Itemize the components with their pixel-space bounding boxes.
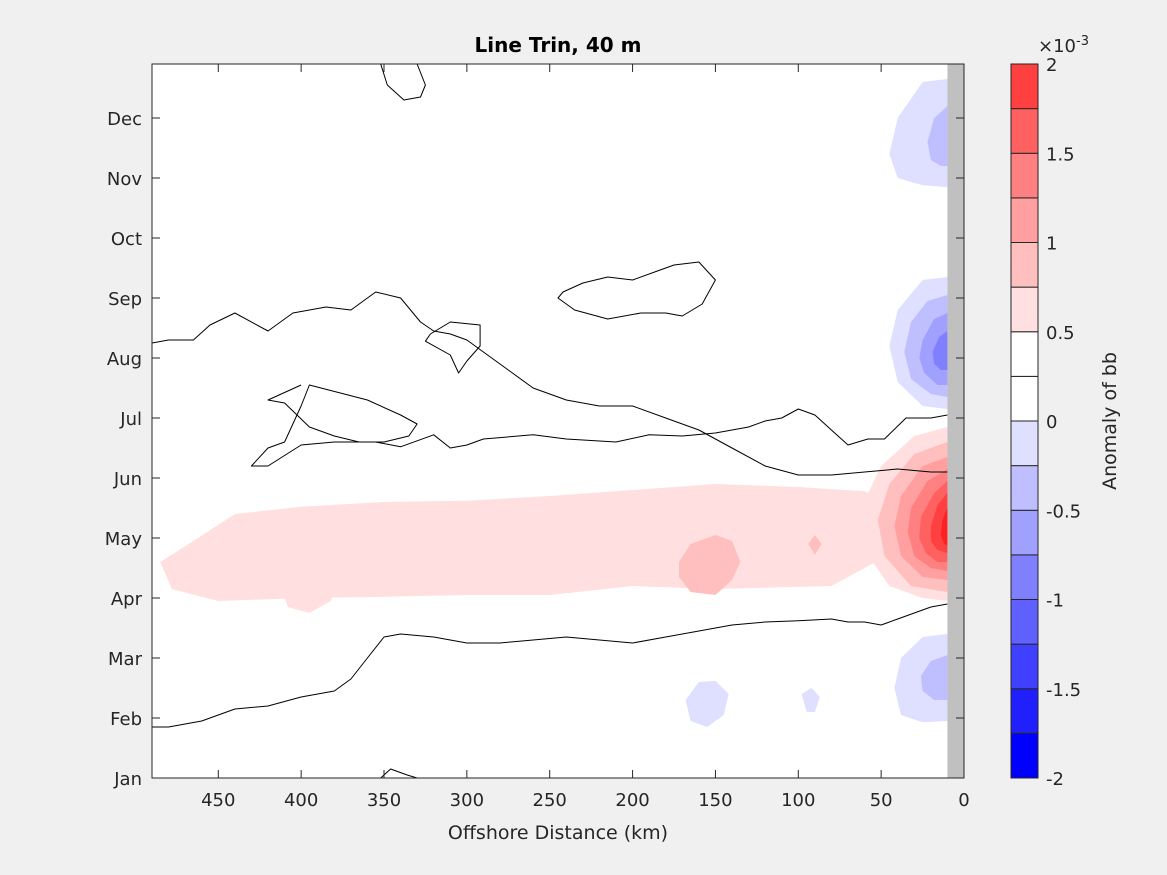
contour-fill-region <box>940 508 948 546</box>
colorbar-segment <box>1010 554 1039 600</box>
x-tick-label: 400 <box>284 790 318 811</box>
contour-fill-region <box>284 577 335 613</box>
colorbar-ticks: 2 1.5 1 0.5 0 -0.5 -1 -1.5 -2 <box>1046 55 1081 790</box>
contour-fill-region <box>808 535 822 555</box>
x-tick-label: 150 <box>698 790 732 811</box>
zero-contour-line <box>424 321 481 374</box>
y-tick-label: Sep <box>108 289 142 310</box>
contour-fill-region <box>685 680 729 727</box>
contour-fill-region <box>927 106 948 166</box>
colorbar-segment <box>1010 465 1039 511</box>
y-tick-label: Jun <box>113 469 142 490</box>
colorbar-segment <box>1010 331 1039 377</box>
colorbar <box>1010 63 1039 779</box>
zero-contour-line <box>557 261 716 320</box>
x-tick-label: 450 <box>201 790 235 811</box>
colorbar-tick-label: -2 <box>1046 769 1064 790</box>
y-tick-label: Apr <box>111 589 143 610</box>
zero-contour-line <box>250 384 418 467</box>
colorbar-segment <box>1010 375 1039 422</box>
contour-fill-region <box>932 331 948 370</box>
y-tick-label: May <box>105 529 143 550</box>
colorbar-tick-label: 0.5 <box>1046 323 1075 344</box>
y-tick-label: Jul <box>119 409 142 430</box>
colorbar-tick-label: -0.5 <box>1046 501 1081 522</box>
zero-contour-line <box>152 603 948 728</box>
x-tick-label: 300 <box>450 790 484 811</box>
colorbar-tick-label: -1 <box>1046 591 1064 612</box>
contour-fill-region <box>920 655 948 700</box>
plot-area <box>152 64 964 778</box>
colorbar-segment <box>1010 420 1039 467</box>
colorbar-tick-label: 1 <box>1046 234 1057 255</box>
y-tick-label: Mar <box>108 649 143 670</box>
y-tick-label: Dec <box>107 109 142 130</box>
colorbar-exponent: ×10-3 <box>1038 34 1089 57</box>
zero-contour-line <box>380 768 418 778</box>
y-tick-label: Nov <box>107 169 142 190</box>
y-tick-label: Oct <box>111 229 142 250</box>
x-tick-label: 0 <box>958 790 969 811</box>
colorbar-segment <box>1010 599 1039 645</box>
plot-frame <box>151 63 965 779</box>
colorbar-tick-label: -1.5 <box>1046 680 1081 701</box>
x-tick-label: 100 <box>781 790 815 811</box>
zero-contour-line <box>380 64 426 101</box>
x-tick-label: 200 <box>615 790 649 811</box>
contour-fill-region <box>801 688 820 712</box>
colorbar-segment <box>1010 242 1039 288</box>
zero-contour-line <box>152 291 948 476</box>
colorbar-label: Anomaly of bb <box>1099 352 1121 490</box>
colorbar-segment <box>1010 63 1039 110</box>
y-axis-ticks: Jan Feb Mar Apr May Jun Jul Aug Sep Oct Nov Dec <box>105 109 964 790</box>
colorbar-segment <box>1010 286 1039 333</box>
x-axis-label: Offshore Distance (km) <box>448 822 668 844</box>
contour-fill-region <box>894 634 948 723</box>
colorbar-segment <box>1010 643 1039 690</box>
y-tick-label: Feb <box>110 709 142 730</box>
colorbar-segment <box>1010 197 1039 243</box>
y-tick-label: Aug <box>107 349 142 370</box>
colorbar-tick-label: 1.5 <box>1046 144 1075 165</box>
x-tick-label: 50 <box>870 790 893 811</box>
colorbar-segment <box>1010 152 1039 199</box>
colorbar-frame <box>1010 63 1039 779</box>
colorbar-tick-label: 2 <box>1046 55 1057 76</box>
zero-contour-line <box>267 384 948 449</box>
y-tick-label: Jan <box>113 769 142 790</box>
zero-contour-lines <box>152 64 948 778</box>
land-mask <box>947 64 964 778</box>
colorbar-segment <box>1010 732 1039 779</box>
colorbar-tick-label: 0 <box>1046 412 1057 433</box>
colorbar-segment <box>1010 688 1039 734</box>
x-axis-ticks: 450 400 350 300 250 200 150 100 50 0 <box>201 64 970 811</box>
colorbar-segment <box>1010 509 1039 556</box>
filled-contours <box>160 79 948 727</box>
x-tick-label: 250 <box>533 790 567 811</box>
contour-fill-region <box>679 535 741 595</box>
chart-title: Line Trin, 40 m <box>475 33 642 57</box>
colorbar-segment <box>1010 108 1039 154</box>
x-tick-label: 350 <box>367 790 401 811</box>
